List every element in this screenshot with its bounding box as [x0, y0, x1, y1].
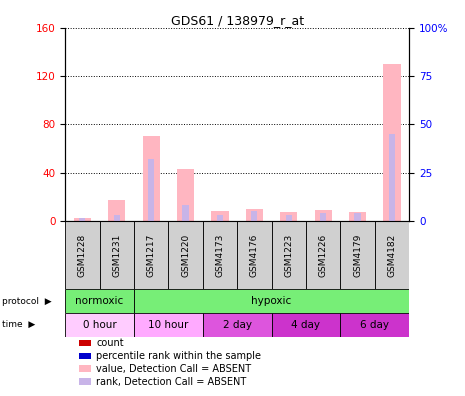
Bar — [148, 159, 154, 221]
Text: GSM4176: GSM4176 — [250, 233, 259, 277]
Bar — [203, 313, 272, 337]
Bar — [340, 221, 375, 289]
Title: GDS61 / 138979_r_at: GDS61 / 138979_r_at — [171, 13, 304, 27]
Bar — [272, 313, 340, 337]
Text: hypoxic: hypoxic — [252, 296, 292, 306]
Bar — [246, 209, 263, 221]
Bar — [237, 221, 272, 289]
Text: GSM4173: GSM4173 — [215, 233, 225, 277]
Text: 4 day: 4 day — [292, 320, 320, 330]
Text: percentile rank within the sample: percentile rank within the sample — [96, 351, 261, 361]
Bar — [65, 289, 134, 313]
Bar — [73, 218, 91, 221]
Bar — [211, 211, 229, 221]
Text: 0 hour: 0 hour — [83, 320, 116, 330]
Bar — [182, 205, 189, 221]
Bar — [142, 136, 160, 221]
Bar — [320, 213, 326, 221]
Text: protocol  ▶: protocol ▶ — [2, 297, 52, 306]
Bar — [108, 200, 125, 221]
Bar — [100, 221, 134, 289]
Bar — [134, 313, 203, 337]
Text: count: count — [96, 338, 124, 348]
Bar — [79, 378, 91, 385]
Text: 2 day: 2 day — [223, 320, 252, 330]
Bar — [79, 218, 86, 221]
Bar — [272, 221, 306, 289]
Text: time  ▶: time ▶ — [2, 320, 36, 329]
Text: GSM1231: GSM1231 — [112, 233, 121, 277]
Bar — [65, 313, 134, 337]
Bar — [375, 221, 409, 289]
Text: GSM1228: GSM1228 — [78, 234, 87, 277]
Bar — [203, 221, 237, 289]
Bar — [389, 134, 395, 221]
Bar — [340, 313, 409, 337]
Bar — [79, 340, 91, 346]
Text: 10 hour: 10 hour — [148, 320, 188, 330]
Bar — [134, 289, 409, 313]
Text: GSM4179: GSM4179 — [353, 233, 362, 277]
Bar — [349, 212, 366, 221]
Text: GSM1220: GSM1220 — [181, 234, 190, 277]
Bar — [168, 221, 203, 289]
Text: GSM1226: GSM1226 — [319, 234, 328, 277]
Bar — [79, 352, 91, 359]
Bar — [354, 213, 361, 221]
Text: normoxic: normoxic — [75, 296, 124, 306]
Text: GSM4182: GSM4182 — [387, 234, 397, 277]
Bar — [113, 215, 120, 221]
Text: value, Detection Call = ABSENT: value, Detection Call = ABSENT — [96, 364, 251, 374]
Bar — [280, 212, 297, 221]
Text: 6 day: 6 day — [360, 320, 389, 330]
Bar — [65, 221, 100, 289]
Bar — [79, 366, 91, 372]
Text: GSM1223: GSM1223 — [284, 234, 293, 277]
Bar — [177, 169, 194, 221]
Bar — [251, 211, 258, 221]
Bar — [314, 210, 332, 221]
Text: GSM1217: GSM1217 — [146, 233, 156, 277]
Bar — [306, 221, 340, 289]
Text: rank, Detection Call = ABSENT: rank, Detection Call = ABSENT — [96, 377, 246, 386]
Bar — [134, 221, 168, 289]
Bar — [217, 215, 223, 221]
Bar — [286, 215, 292, 221]
Bar — [383, 64, 400, 221]
